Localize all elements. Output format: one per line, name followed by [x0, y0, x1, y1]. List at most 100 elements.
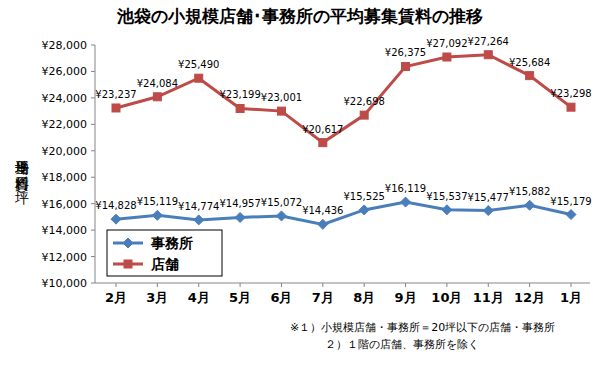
- annotation: ※１）小規模店舗・事務所＝20坪以下の店舗・事務所: [290, 321, 555, 334]
- data-point: [443, 53, 451, 61]
- y-tick: [91, 150, 95, 151]
- data-point: [277, 107, 285, 115]
- data-label: ¥22,698: [344, 96, 385, 107]
- data-point: [194, 215, 204, 225]
- x-tick-label: 8月: [353, 290, 375, 305]
- x-tick-label: 1月: [560, 290, 582, 305]
- legend-marker: [123, 238, 133, 248]
- data-point: [153, 93, 161, 101]
- y-tick-label: ¥26,000: [42, 65, 88, 78]
- y-tick-label: ¥16,000: [42, 198, 88, 211]
- data-label: ¥23,237: [95, 89, 136, 100]
- x-tick-label: 6月: [270, 290, 292, 305]
- data-label: ¥15,179: [550, 196, 591, 207]
- data-label: ¥23,001: [261, 92, 302, 103]
- y-tick: [91, 124, 95, 125]
- x-tick-label: 11月: [473, 290, 504, 305]
- x-tick: [116, 283, 117, 287]
- x-tick: [281, 283, 282, 287]
- data-point: [401, 197, 411, 207]
- data-label: ¥15,525: [344, 191, 385, 202]
- annotation: ２）１階の店舗、事務所を除く: [325, 338, 479, 351]
- data-point: [111, 214, 121, 224]
- data-label: ¥23,199: [219, 89, 260, 100]
- data-point: [566, 210, 576, 220]
- x-tick: [571, 283, 572, 287]
- x-tick: [240, 283, 241, 287]
- data-label: ¥25,684: [509, 57, 550, 68]
- data-labels: ¥14,828¥15,119¥14,774¥14,957¥15,072¥14,4…: [95, 36, 591, 217]
- data-point: [236, 104, 244, 112]
- data-label: ¥20,617: [302, 124, 343, 135]
- data-label: ¥26,375: [385, 47, 426, 58]
- data-point: [195, 74, 203, 82]
- chart: 池袋の小規模店舗･事務所の平均募集賃料の推移平均坪当り賃料（円／坪） ¥10,00…: [0, 0, 600, 366]
- x-tick-label: 3月: [146, 290, 168, 305]
- y-tick: [91, 71, 95, 72]
- data-label: ¥27,092: [426, 38, 467, 49]
- data-label: ¥15,882: [509, 186, 550, 197]
- data-label: ¥14,774: [178, 201, 219, 212]
- y-tick: [91, 177, 95, 178]
- y-axis: [95, 45, 96, 283]
- data-point: [567, 103, 575, 111]
- data-point: [484, 51, 492, 59]
- y-tick-label: ¥24,000: [42, 92, 88, 105]
- plot-area: [111, 51, 576, 230]
- data-label: ¥15,477: [468, 192, 509, 203]
- data-label: ¥14,436: [302, 205, 343, 216]
- x-tick-label: 2月: [105, 290, 127, 305]
- y-tick: [91, 45, 95, 46]
- legend-marker: [124, 260, 132, 268]
- data-point: [318, 219, 328, 229]
- x-tick: [364, 283, 365, 287]
- data-label: ¥15,119: [137, 196, 178, 207]
- legend-label: 店舗: [150, 256, 179, 272]
- data-point: [359, 205, 369, 215]
- legend: 事務所店舗: [107, 230, 222, 276]
- x-tick: [405, 283, 406, 287]
- data-label: ¥25,490: [178, 59, 219, 70]
- x-tick-label: 5月: [229, 290, 251, 305]
- data-point: [235, 212, 245, 222]
- y-tick-label: ¥20,000: [42, 145, 88, 158]
- title: 池袋の小規模店舗･事務所の平均募集賃料の推移: [116, 6, 483, 26]
- x-axis: [95, 283, 590, 284]
- data-point: [319, 139, 327, 147]
- legend-label: 事務所: [150, 235, 193, 251]
- y-tick-label: ¥18,000: [42, 171, 88, 184]
- series-line: [116, 55, 571, 143]
- x-tick: [529, 283, 530, 287]
- data-point: [112, 104, 120, 112]
- y-tick-label: ¥22,000: [42, 118, 88, 131]
- y-tick-label: ¥14,000: [42, 224, 88, 237]
- x-tick: [198, 283, 199, 287]
- y-tick: [91, 230, 95, 231]
- y-axis-label: 平均坪当り賃料（円／坪）: [14, 150, 30, 205]
- x-tick: [322, 283, 323, 287]
- y-tick-label: ¥12,000: [42, 251, 88, 264]
- data-point: [360, 111, 368, 119]
- data-point: [402, 62, 410, 70]
- x-tick-label: 12月: [514, 290, 545, 305]
- data-label: ¥14,957: [219, 198, 260, 209]
- x-tick: [157, 283, 158, 287]
- y-tick-label: ¥28,000: [42, 39, 88, 52]
- x-tick: [446, 283, 447, 287]
- x-tick: [488, 283, 489, 287]
- data-label: ¥16,119: [385, 183, 426, 194]
- data-label: ¥14,828: [95, 200, 136, 211]
- data-label: ¥15,537: [426, 191, 467, 202]
- y-tick-label: ¥10,000: [42, 277, 88, 290]
- x-tick-label: 7月: [312, 290, 334, 305]
- data-point: [152, 210, 162, 220]
- y-tick: [91, 256, 95, 257]
- data-point: [442, 205, 452, 215]
- data-point: [276, 211, 286, 221]
- data-point: [526, 72, 534, 80]
- data-label: ¥24,084: [137, 78, 178, 89]
- legend-box: [107, 230, 222, 276]
- y-tick: [91, 283, 95, 284]
- x-tick-label: 4月: [188, 290, 210, 305]
- data-point: [483, 206, 493, 216]
